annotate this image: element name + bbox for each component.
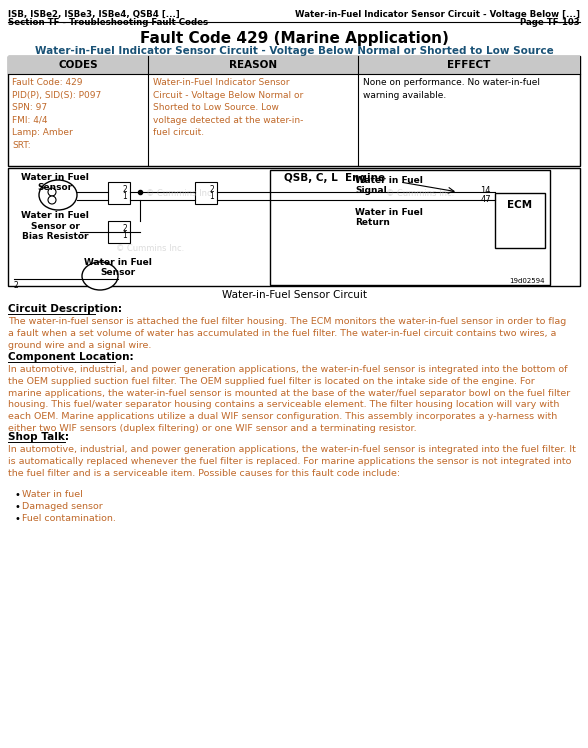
Text: The water-in-fuel sensor is attached the fuel filter housing. The ECM monitors t: The water-in-fuel sensor is attached the… — [8, 317, 566, 349]
Bar — [108, 182, 130, 204]
Bar — [495, 193, 545, 248]
Text: •: • — [14, 502, 20, 512]
Text: Water-in-Fuel Indicator Sensor Circuit - Voltage Below [...]: Water-in-Fuel Indicator Sensor Circuit -… — [295, 10, 580, 19]
Bar — [8, 56, 580, 166]
Text: 2: 2 — [209, 185, 214, 194]
Ellipse shape — [39, 180, 77, 210]
Text: 2: 2 — [122, 224, 127, 233]
Text: 47: 47 — [480, 194, 491, 203]
Text: CODES: CODES — [58, 60, 98, 70]
Text: Shop Talk:: Shop Talk: — [8, 432, 69, 442]
Text: Section TF - Troubleshooting Fault Codes: Section TF - Troubleshooting Fault Codes — [8, 18, 208, 27]
Text: 19d02594: 19d02594 — [509, 278, 545, 284]
Text: © Cummins Inc.: © Cummins Inc. — [116, 244, 184, 253]
Circle shape — [48, 188, 56, 196]
Text: Damaged sensor: Damaged sensor — [22, 502, 103, 511]
Text: In automotive, industrial, and power generation applications, the water-in-fuel : In automotive, industrial, and power gen… — [8, 365, 570, 433]
Text: In automotive, industrial, and power generation applications, the water-in-fuel : In automotive, industrial, and power gen… — [8, 445, 576, 478]
Text: Water-in-Fuel Indicator Sensor Circuit - Voltage Below Normal or Shorted to Low : Water-in-Fuel Indicator Sensor Circuit -… — [35, 46, 553, 56]
Text: 2: 2 — [14, 281, 19, 290]
Text: Component Location:: Component Location: — [8, 352, 133, 362]
Text: EFFECT: EFFECT — [447, 60, 491, 70]
Bar — [195, 182, 217, 204]
Text: 1: 1 — [122, 231, 127, 240]
Text: Water in fuel: Water in fuel — [22, 490, 83, 499]
Text: Water-in-Fuel Sensor Circuit: Water-in-Fuel Sensor Circuit — [222, 290, 366, 300]
Circle shape — [48, 196, 56, 204]
Text: Water-in-Fuel Indicator Sensor
Circuit - Voltage Below Normal or
Shorted to Low : Water-in-Fuel Indicator Sensor Circuit -… — [153, 78, 303, 137]
Text: 2: 2 — [122, 185, 127, 194]
Text: Water in Fuel
Sensor: Water in Fuel Sensor — [84, 258, 152, 278]
Text: 1: 1 — [209, 192, 214, 201]
Text: REASON: REASON — [229, 60, 277, 70]
Text: Fuel contamination.: Fuel contamination. — [22, 514, 116, 523]
Text: Water in Fuel
Sensor: Water in Fuel Sensor — [21, 173, 89, 192]
Text: © Cummins Inc.: © Cummins Inc. — [146, 188, 214, 197]
Text: ISB, ISBe2, ISBe3, ISBe4, QSB4 [...]: ISB, ISBe2, ISBe3, ISBe4, QSB4 [...] — [8, 10, 180, 19]
Text: Water in Fuel
Sensor or
Bias Resistor: Water in Fuel Sensor or Bias Resistor — [21, 211, 89, 241]
Text: QSB, C, L  Engine: QSB, C, L Engine — [285, 173, 386, 183]
Text: ECM: ECM — [507, 200, 533, 210]
Text: Fault Code: 429
PID(P), SID(S): P097
SPN: 97
FMI: 4/4
Lamp: Amber
SRT:: Fault Code: 429 PID(P), SID(S): P097 SPN… — [12, 78, 101, 150]
Text: 14: 14 — [480, 186, 491, 194]
Bar — [8, 168, 580, 286]
Bar — [108, 221, 130, 243]
Bar — [270, 170, 550, 285]
Text: © Cummins Inc.: © Cummins Inc. — [386, 188, 454, 197]
Text: 1: 1 — [122, 192, 127, 201]
Text: •: • — [14, 490, 20, 500]
Text: Page TF-103: Page TF-103 — [520, 18, 580, 27]
Text: Fault Code 429 (Marine Application): Fault Code 429 (Marine Application) — [139, 31, 449, 46]
Text: Water in Fuel
Signal: Water in Fuel Signal — [355, 176, 423, 195]
Text: •: • — [14, 514, 20, 524]
Text: Circuit Description:: Circuit Description: — [8, 304, 122, 314]
Ellipse shape — [82, 262, 118, 290]
Text: Water in Fuel
Return: Water in Fuel Return — [355, 208, 423, 227]
Text: None on performance. No water-in-fuel
warning available.: None on performance. No water-in-fuel wa… — [363, 78, 540, 99]
Bar — [8, 56, 580, 74]
